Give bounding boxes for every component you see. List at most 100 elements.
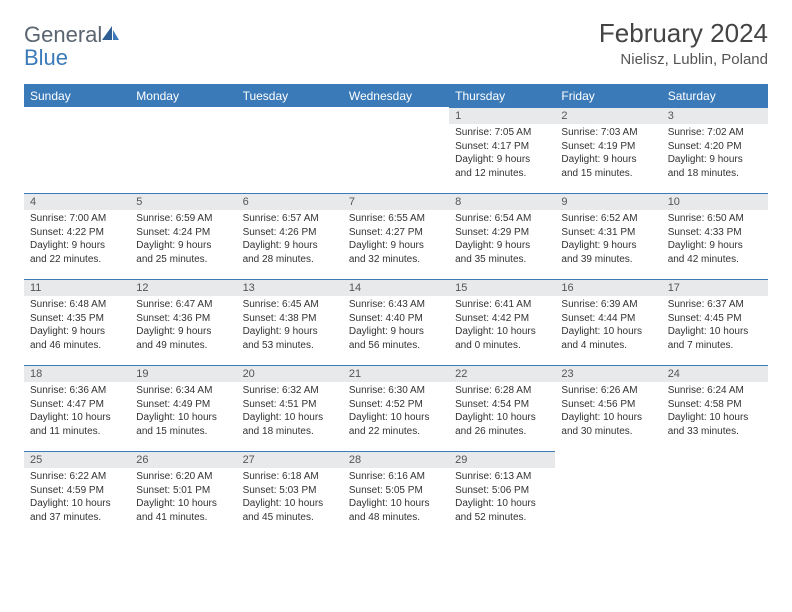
sunrise-text: Sunrise: 6:45 AM	[243, 298, 337, 312]
day-number: 7	[343, 193, 449, 210]
calendar-cell	[130, 107, 236, 193]
day-number: 20	[237, 365, 343, 382]
day-number: 28	[343, 451, 449, 468]
sunrise-text: Sunrise: 7:03 AM	[561, 126, 655, 140]
calendar-cell: 3Sunrise: 7:02 AMSunset: 4:20 PMDaylight…	[662, 107, 768, 193]
daylight-text: Daylight: 9 hours	[30, 325, 124, 339]
sunrise-text: Sunrise: 6:30 AM	[349, 384, 443, 398]
day-number: 1	[449, 107, 555, 124]
calendar-cell: 21Sunrise: 6:30 AMSunset: 4:52 PMDayligh…	[343, 365, 449, 451]
calendar-cell: 26Sunrise: 6:20 AMSunset: 5:01 PMDayligh…	[130, 451, 236, 537]
title-block: February 2024 Nielisz, Lublin, Poland	[599, 18, 768, 68]
day-number: 13	[237, 279, 343, 296]
daylight-text: and 11 minutes.	[30, 425, 124, 439]
day-number: 12	[130, 279, 236, 296]
day-details: Sunrise: 6:22 AMSunset: 4:59 PMDaylight:…	[24, 468, 130, 530]
sunset-text: Sunset: 5:06 PM	[455, 484, 549, 498]
daylight-text: Daylight: 10 hours	[136, 411, 230, 425]
day-number: 3	[662, 107, 768, 124]
header: General Blue February 2024 Nielisz, Lubl…	[24, 18, 768, 70]
logo: General Blue	[24, 18, 120, 70]
calendar-row: 18Sunrise: 6:36 AMSunset: 4:47 PMDayligh…	[24, 365, 768, 451]
daylight-text: Daylight: 10 hours	[455, 497, 549, 511]
calendar-cell: 22Sunrise: 6:28 AMSunset: 4:54 PMDayligh…	[449, 365, 555, 451]
calendar-row: 4Sunrise: 7:00 AMSunset: 4:22 PMDaylight…	[24, 193, 768, 279]
daylight-text: and 46 minutes.	[30, 339, 124, 353]
calendar-body: 1Sunrise: 7:05 AMSunset: 4:17 PMDaylight…	[24, 107, 768, 537]
calendar-cell: 9Sunrise: 6:52 AMSunset: 4:31 PMDaylight…	[555, 193, 661, 279]
logo-sail-icon	[100, 24, 120, 47]
calendar-cell: 11Sunrise: 6:48 AMSunset: 4:35 PMDayligh…	[24, 279, 130, 365]
sunrise-text: Sunrise: 6:26 AM	[561, 384, 655, 398]
sunrise-text: Sunrise: 6:50 AM	[668, 212, 762, 226]
sunrise-text: Sunrise: 7:02 AM	[668, 126, 762, 140]
calendar-cell: 6Sunrise: 6:57 AMSunset: 4:26 PMDaylight…	[237, 193, 343, 279]
sunset-text: Sunset: 5:03 PM	[243, 484, 337, 498]
day-details: Sunrise: 6:34 AMSunset: 4:49 PMDaylight:…	[130, 382, 236, 444]
calendar-cell: 15Sunrise: 6:41 AMSunset: 4:42 PMDayligh…	[449, 279, 555, 365]
daylight-text: and 42 minutes.	[668, 253, 762, 267]
day-details: Sunrise: 6:30 AMSunset: 4:52 PMDaylight:…	[343, 382, 449, 444]
daylight-text: Daylight: 10 hours	[30, 497, 124, 511]
day-details: Sunrise: 6:20 AMSunset: 5:01 PMDaylight:…	[130, 468, 236, 530]
day-details: Sunrise: 6:18 AMSunset: 5:03 PMDaylight:…	[237, 468, 343, 530]
daylight-text: and 15 minutes.	[561, 167, 655, 181]
sunset-text: Sunset: 4:49 PM	[136, 398, 230, 412]
calendar-cell	[237, 107, 343, 193]
daylight-text: and 45 minutes.	[243, 511, 337, 525]
daylight-text: and 30 minutes.	[561, 425, 655, 439]
daylight-text: and 18 minutes.	[668, 167, 762, 181]
day-details: Sunrise: 6:43 AMSunset: 4:40 PMDaylight:…	[343, 296, 449, 358]
sunset-text: Sunset: 4:24 PM	[136, 226, 230, 240]
day-number: 15	[449, 279, 555, 296]
day-details: Sunrise: 7:03 AMSunset: 4:19 PMDaylight:…	[555, 124, 661, 186]
day-number: 2	[555, 107, 661, 124]
calendar-cell: 7Sunrise: 6:55 AMSunset: 4:27 PMDaylight…	[343, 193, 449, 279]
calendar-cell: 17Sunrise: 6:37 AMSunset: 4:45 PMDayligh…	[662, 279, 768, 365]
daylight-text: and 25 minutes.	[136, 253, 230, 267]
daylight-text: Daylight: 9 hours	[455, 153, 549, 167]
calendar-table: Sunday Monday Tuesday Wednesday Thursday…	[24, 84, 768, 537]
sunrise-text: Sunrise: 6:32 AM	[243, 384, 337, 398]
sunrise-text: Sunrise: 6:28 AM	[455, 384, 549, 398]
day-number: 24	[662, 365, 768, 382]
sunrise-text: Sunrise: 6:13 AM	[455, 470, 549, 484]
day-details: Sunrise: 6:59 AMSunset: 4:24 PMDaylight:…	[130, 210, 236, 272]
daylight-text: Daylight: 10 hours	[668, 325, 762, 339]
sunset-text: Sunset: 4:58 PM	[668, 398, 762, 412]
sunrise-text: Sunrise: 6:20 AM	[136, 470, 230, 484]
sunrise-text: Sunrise: 6:55 AM	[349, 212, 443, 226]
daylight-text: and 52 minutes.	[455, 511, 549, 525]
day-details: Sunrise: 6:48 AMSunset: 4:35 PMDaylight:…	[24, 296, 130, 358]
day-number: 18	[24, 365, 130, 382]
daylight-text: Daylight: 10 hours	[243, 411, 337, 425]
daylight-text: Daylight: 10 hours	[561, 411, 655, 425]
daylight-text: Daylight: 10 hours	[349, 411, 443, 425]
day-number: 25	[24, 451, 130, 468]
day-details: Sunrise: 6:32 AMSunset: 4:51 PMDaylight:…	[237, 382, 343, 444]
sunset-text: Sunset: 4:59 PM	[30, 484, 124, 498]
sunset-text: Sunset: 4:17 PM	[455, 140, 549, 154]
day-number: 26	[130, 451, 236, 468]
sunrise-text: Sunrise: 6:18 AM	[243, 470, 337, 484]
daylight-text: and 37 minutes.	[30, 511, 124, 525]
daylight-text: and 0 minutes.	[455, 339, 549, 353]
daylight-text: and 35 minutes.	[455, 253, 549, 267]
daylight-text: Daylight: 9 hours	[136, 239, 230, 253]
day-number: 21	[343, 365, 449, 382]
daylight-text: and 12 minutes.	[455, 167, 549, 181]
calendar-row: 25Sunrise: 6:22 AMSunset: 4:59 PMDayligh…	[24, 451, 768, 537]
sunrise-text: Sunrise: 6:59 AM	[136, 212, 230, 226]
calendar-cell: 16Sunrise: 6:39 AMSunset: 4:44 PMDayligh…	[555, 279, 661, 365]
sunset-text: Sunset: 4:20 PM	[668, 140, 762, 154]
daylight-text: and 53 minutes.	[243, 339, 337, 353]
day-details: Sunrise: 6:52 AMSunset: 4:31 PMDaylight:…	[555, 210, 661, 272]
day-number: 4	[24, 193, 130, 210]
daylight-text: and 15 minutes.	[136, 425, 230, 439]
sunset-text: Sunset: 4:44 PM	[561, 312, 655, 326]
calendar-row: 11Sunrise: 6:48 AMSunset: 4:35 PMDayligh…	[24, 279, 768, 365]
daylight-text: and 48 minutes.	[349, 511, 443, 525]
sunrise-text: Sunrise: 6:57 AM	[243, 212, 337, 226]
sunset-text: Sunset: 4:38 PM	[243, 312, 337, 326]
sunset-text: Sunset: 4:35 PM	[30, 312, 124, 326]
